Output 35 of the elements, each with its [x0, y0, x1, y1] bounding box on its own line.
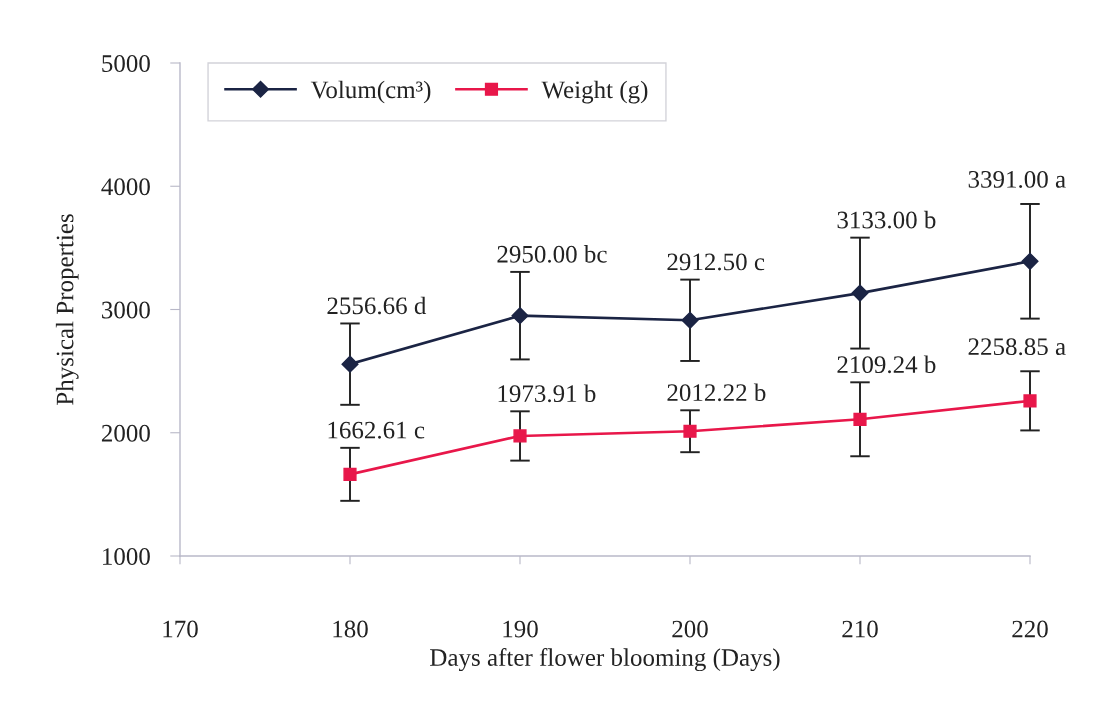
y-axis-title: Physical Properties: [55, 214, 79, 405]
point: [851, 284, 869, 302]
data-label: 3133.00 b: [837, 210, 936, 229]
data-label: 1662.61 c: [328, 421, 425, 439]
legend-label: Volum(cm³): [310, 80, 431, 104]
x-tick-label: 220: [1012, 620, 1048, 638]
data-label: 2556.66 d: [327, 296, 427, 315]
x-tick-label: 180: [333, 620, 368, 638]
y-tick-label: 2000: [101, 424, 150, 442]
point: [511, 307, 529, 325]
y-tick-label: 3000: [102, 301, 150, 319]
y-tick-label: 1000: [103, 548, 150, 565]
x-tick-label: 200: [672, 620, 708, 638]
point: [1023, 394, 1037, 408]
x-tick-label: 190: [503, 620, 538, 638]
point: [1021, 252, 1039, 270]
point: [681, 311, 699, 329]
point: [513, 429, 527, 443]
data-label: 2950.00 bc: [497, 245, 607, 263]
legend-label: Weight (g): [541, 80, 648, 104]
x-tick-label: 170: [163, 620, 198, 638]
y-tick-label: 5000: [102, 55, 150, 72]
point: [341, 355, 359, 373]
x-tick-label: 210: [842, 620, 878, 638]
data-label: 2109.24 b: [837, 355, 936, 374]
point: [683, 424, 697, 438]
point: [853, 412, 867, 426]
data-label: 1973.91 b: [498, 384, 596, 403]
point: [343, 467, 357, 481]
data-label: 2258.85 a: [968, 338, 1066, 356]
data-label: 2012.22 b: [667, 383, 766, 402]
data-label: 2912.50 c: [667, 253, 765, 271]
y-tick-label: 4000: [101, 178, 150, 196]
x-axis-title: Days after flower blooming (Days): [430, 648, 780, 672]
data-label: 3391.00 a: [968, 170, 1066, 188]
